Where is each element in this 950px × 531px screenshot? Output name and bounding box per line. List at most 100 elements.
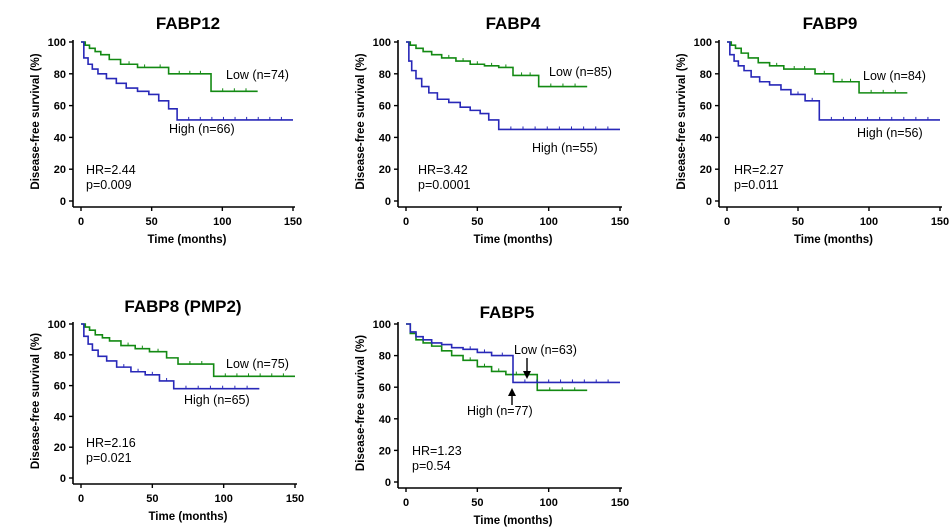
x-tick-label: 0 — [724, 216, 730, 228]
x-axis-label: Time (months) — [794, 234, 873, 246]
p-value-label: p=0.009 — [86, 178, 132, 192]
y-tick-label: 80 — [379, 351, 391, 363]
y-tick-label: 60 — [54, 381, 66, 393]
survival-curve-high — [81, 323, 260, 390]
km-panel-1: FABP12 0 20 40 60 80 100 0 50 100 150 Time (months)… — [30, 14, 302, 246]
low-arrow-head — [523, 371, 531, 379]
y-axis-label: Disease-free survival (%) — [30, 53, 42, 189]
km-panel-4: FABP8 (PMP2) 0 20 40 60 80 100 0 50 100 150 Time (m… — [30, 297, 304, 523]
y-tick-label: 80 — [379, 69, 391, 81]
x-tick-label: 150 — [611, 497, 629, 509]
x-tick-label: 150 — [286, 493, 304, 505]
chart-title: FABP9 — [803, 14, 858, 33]
survival-curve-high — [727, 41, 940, 121]
y-tick-label: 40 — [54, 411, 66, 423]
y-tick-label: 40 — [379, 132, 391, 144]
y-tick-label: 60 — [700, 101, 712, 113]
x-tick-label: 100 — [539, 497, 557, 509]
survival-curve-low — [81, 323, 295, 378]
x-axis-label: Time (months) — [148, 511, 227, 523]
x-tick-label: 100 — [539, 216, 557, 228]
survival-curve-high — [406, 323, 620, 384]
y-axis-label: Disease-free survival (%) — [355, 53, 367, 189]
x-tick-label: 150 — [284, 216, 302, 228]
y-tick-label: 40 — [54, 132, 66, 144]
x-tick-label: 150 — [611, 216, 629, 228]
series-label-low: Low (n=85) — [549, 65, 612, 79]
hazard-ratio-label: HR=3.42 — [418, 163, 468, 177]
x-tick-label: 100 — [214, 493, 232, 505]
series-label-low: Low (n=63) — [514, 343, 577, 357]
km-panel-5: FABP5 0 20 40 60 80 100 0 50 100 150 Time (months) D… — [355, 303, 629, 527]
y-tick-label: 60 — [379, 101, 391, 113]
series-label-high: High (n=66) — [169, 122, 235, 136]
y-tick-label: 0 — [60, 473, 66, 485]
series-label-low: Low (n=75) — [226, 357, 289, 371]
p-value-label: p=0.021 — [86, 451, 132, 465]
chart-title: FABP5 — [480, 303, 535, 322]
y-tick-label: 100 — [48, 37, 66, 49]
x-tick-label: 50 — [471, 216, 483, 228]
y-tick-label: 0 — [60, 196, 66, 208]
hazard-ratio-label: HR=1.23 — [412, 444, 462, 458]
y-tick-label: 100 — [694, 37, 712, 49]
survival-curve-high — [406, 41, 620, 131]
y-tick-label: 80 — [700, 69, 712, 81]
y-tick-label: 40 — [700, 132, 712, 144]
x-tick-label: 50 — [471, 497, 483, 509]
x-tick-label: 50 — [146, 493, 158, 505]
y-axis-label: Disease-free survival (%) — [676, 53, 688, 189]
km-panel-2: FABP4 0 20 40 60 80 100 0 50 100 150 Time (months) D… — [355, 14, 629, 246]
x-tick-label: 0 — [403, 216, 409, 228]
y-axis-label: Disease-free survival (%) — [30, 333, 42, 469]
series-label-high: High (n=65) — [184, 393, 250, 407]
y-tick-label: 0 — [385, 477, 391, 489]
series-label-high: High (n=55) — [532, 141, 598, 155]
y-axis-label: Disease-free survival (%) — [355, 335, 367, 471]
y-tick-label: 40 — [379, 414, 391, 426]
y-tick-label: 100 — [373, 319, 391, 331]
survival-curve-low — [406, 41, 588, 88]
survival-curve-low — [406, 323, 588, 392]
chart-title: FABP12 — [156, 14, 220, 33]
chart-title: FABP8 (PMP2) — [124, 297, 241, 316]
y-tick-label: 100 — [373, 37, 391, 49]
y-tick-label: 100 — [48, 319, 66, 331]
series-label-low: Low (n=84) — [863, 69, 926, 83]
y-tick-label: 20 — [379, 164, 391, 176]
survival-curve-low — [727, 41, 908, 94]
y-tick-label: 0 — [385, 196, 391, 208]
x-tick-label: 50 — [146, 216, 158, 228]
x-tick-label: 0 — [78, 216, 84, 228]
y-tick-label: 20 — [54, 164, 66, 176]
hazard-ratio-label: HR=2.44 — [86, 163, 136, 177]
series-label-high: High (n=56) — [857, 126, 923, 140]
p-value-label: p=0.54 — [412, 459, 451, 473]
y-tick-label: 20 — [700, 164, 712, 176]
x-tick-label: 100 — [860, 216, 878, 228]
y-tick-label: 80 — [54, 69, 66, 81]
y-tick-label: 20 — [54, 442, 66, 454]
y-tick-label: 20 — [379, 445, 391, 457]
x-axis-label: Time (months) — [473, 234, 552, 246]
km-panel-3: FABP9 0 20 40 60 80 100 0 50 100 150 Time (months) D… — [676, 14, 949, 246]
high-arrow — [508, 388, 516, 405]
y-tick-label: 80 — [54, 350, 66, 362]
x-axis-label: Time (months) — [473, 515, 552, 527]
p-value-label: p=0.0001 — [418, 178, 471, 192]
x-axis-label: Time (months) — [147, 234, 226, 246]
low-arrow — [523, 358, 531, 379]
x-tick-label: 0 — [78, 493, 84, 505]
x-tick-label: 100 — [213, 216, 231, 228]
series-label-low: Low (n=74) — [226, 68, 289, 82]
hazard-ratio-label: HR=2.16 — [86, 436, 136, 450]
survival-curve-high — [81, 41, 293, 121]
x-tick-label: 0 — [403, 497, 409, 509]
high-arrow-head — [508, 388, 516, 396]
p-value-label: p=0.011 — [734, 178, 779, 192]
x-tick-label: 50 — [792, 216, 804, 228]
hazard-ratio-label: HR=2.27 — [734, 163, 784, 177]
y-tick-label: 60 — [54, 101, 66, 113]
survival-curve-low — [81, 41, 258, 93]
